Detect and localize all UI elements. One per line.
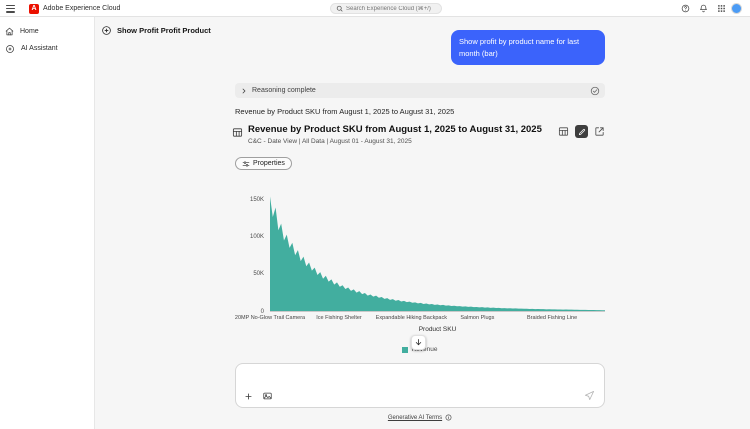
- chat-column: Show profit by product name for last mon…: [232, 17, 605, 429]
- conversation-header: Show Profit Profit Product: [101, 25, 211, 36]
- view-as-table-icon[interactable]: [558, 126, 569, 137]
- properties-label: Properties: [253, 160, 285, 167]
- arrow-down-icon: [414, 338, 423, 347]
- hamburger-menu-icon[interactable]: [6, 4, 15, 13]
- legend-label: Revenue: [411, 346, 438, 353]
- chart-plot-area[interactable]: [270, 195, 605, 312]
- global-search[interactable]: [330, 3, 442, 14]
- y-axis: 150K 100K 50K 0: [235, 195, 268, 315]
- chevron-right-icon: [240, 87, 248, 95]
- user-message-bubble: Show profit by product name for last mon…: [451, 30, 605, 66]
- chart-legend[interactable]: Revenue: [235, 346, 605, 353]
- generative-ai-terms-link[interactable]: Generative AI Terms: [387, 414, 443, 421]
- app-switcher-grid-icon[interactable]: [717, 4, 726, 13]
- reasoning-status-label: Reasoning complete: [252, 87, 316, 94]
- ai-assistant-icon: [5, 44, 15, 54]
- search-icon: [336, 5, 343, 12]
- home-icon: [5, 27, 14, 36]
- revenue-area-chart: 150K 100K 50K 0 20MP No-Glow Trail Camera Ic…: [235, 195, 605, 337]
- chat-composer[interactable]: [235, 363, 605, 408]
- brand-title: Adobe Experience Cloud: [43, 5, 121, 12]
- top-bar: A Adobe Experience Cloud: [0, 0, 750, 17]
- x-axis-tick-label: Ice Fishing Shelter: [316, 315, 362, 321]
- chart-footer: Revenue: [235, 335, 605, 357]
- y-axis-tick-label: 150K: [249, 197, 264, 204]
- info-icon[interactable]: [445, 414, 452, 421]
- conversation-title: Show Profit Profit Product: [117, 26, 211, 35]
- composer-input[interactable]: [244, 370, 596, 390]
- help-icon[interactable]: [681, 4, 690, 13]
- edit-visualization-button[interactable]: [575, 125, 588, 138]
- visualization-subtitle: C&C - Date View | All Data | August 01 -…: [248, 137, 412, 145]
- insert-screenshot-icon[interactable]: [262, 391, 273, 401]
- visualization-title: Revenue by Product SKU from August 1, 20…: [248, 124, 542, 135]
- reasoning-accordion[interactable]: Reasoning complete: [235, 83, 605, 98]
- x-axis-tick-label: Expandable Hiking Backpack: [375, 315, 447, 321]
- scroll-down-button[interactable]: [411, 335, 426, 350]
- visualization-header: Revenue by Product SKU from August 1, 20…: [232, 124, 605, 145]
- assistant-message: Revenue by Product SKU from August 1, 20…: [235, 107, 455, 116]
- left-sidebar: Home AI Assistant: [0, 17, 95, 429]
- legend-swatch: [402, 346, 409, 353]
- sidebar-item-label: AI Assistant: [21, 45, 58, 52]
- add-attachment-plus-icon[interactable]: [244, 392, 253, 401]
- x-axis: 20MP No-Glow Trail Camera Ice Fishing She…: [235, 315, 605, 323]
- y-axis-tick-label: 0: [260, 308, 264, 315]
- main-content: Show Profit Profit Product Show profit b…: [95, 17, 750, 429]
- open-in-workspace-icon[interactable]: [594, 126, 605, 137]
- sliders-icon: [242, 160, 250, 168]
- user-avatar[interactable]: [731, 3, 742, 14]
- terms-row: Generative AI Terms: [235, 414, 605, 421]
- y-axis-tick-label: 100K: [249, 234, 264, 241]
- y-axis-tick-label: 50K: [253, 271, 264, 278]
- notifications-bell-icon[interactable]: [699, 4, 708, 13]
- search-input[interactable]: [346, 5, 436, 12]
- x-axis-tick-label: 20MP No-Glow Trail Camera: [234, 315, 306, 321]
- ai-assistant-logo-icon: [101, 25, 112, 36]
- sidebar-item-ai-assistant[interactable]: AI Assistant: [0, 40, 94, 57]
- properties-button[interactable]: Properties: [235, 157, 292, 170]
- sidebar-item-home[interactable]: Home: [0, 23, 94, 40]
- adobe-logo[interactable]: A: [29, 3, 39, 14]
- x-axis-title: Product SKU: [418, 326, 457, 333]
- revenue-area-series: [270, 196, 605, 311]
- table-visualization-icon: [232, 127, 243, 138]
- send-button[interactable]: [584, 390, 595, 401]
- x-axis-tick-label: Braided Fishing Line: [526, 315, 578, 321]
- sidebar-item-label: Home: [20, 28, 39, 35]
- pencil-icon: [578, 128, 586, 136]
- check-circle-icon: [590, 86, 600, 96]
- x-axis-tick-label: Salmon Plugs: [460, 315, 495, 321]
